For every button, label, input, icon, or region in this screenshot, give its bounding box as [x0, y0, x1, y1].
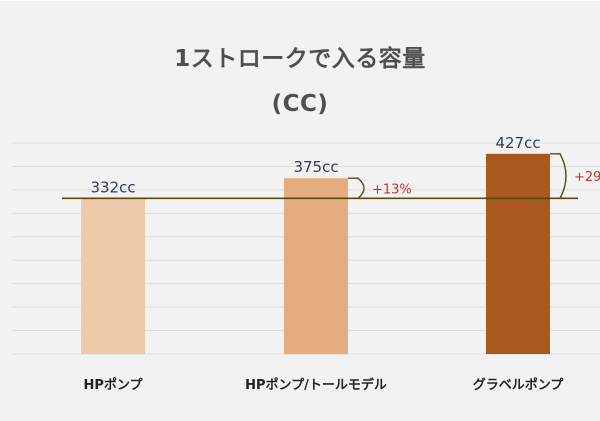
chart-title: 1ストロークで入る容量 [174, 46, 426, 72]
bar [81, 198, 145, 354]
category-label: HPポンプ [83, 377, 143, 393]
comparison-bracket [550, 153, 567, 200]
comparison-label: +13% [372, 182, 412, 197]
value-label: 427cc [495, 134, 540, 152]
bar [284, 178, 348, 354]
value-label: 332cc [90, 178, 135, 196]
category-label: グラベルポンプ [473, 377, 565, 393]
comparison-bracket [348, 177, 365, 200]
category-label: HPポンプ/トールモデル [245, 377, 387, 393]
bar [486, 153, 550, 354]
comparison-label: +29% [574, 170, 600, 185]
chart-subtitle: (CC) [271, 91, 329, 117]
value-label: 375cc [293, 158, 338, 176]
